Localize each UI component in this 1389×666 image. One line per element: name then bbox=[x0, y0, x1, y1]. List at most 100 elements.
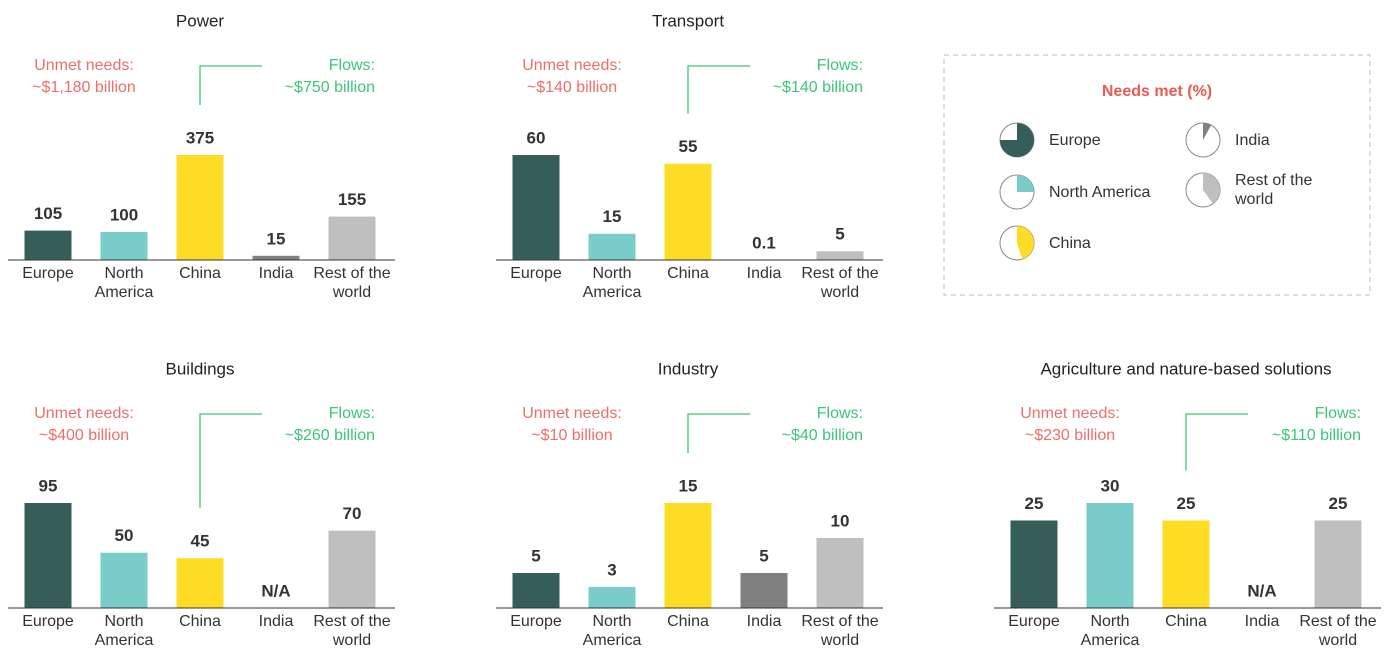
flows-label: Flows: bbox=[817, 57, 863, 74]
flows-value: ~$140 billion bbox=[773, 79, 863, 96]
legend-title: Needs met (%) bbox=[1102, 83, 1212, 100]
x-tick-label: India bbox=[746, 265, 782, 282]
value-label: 155 bbox=[338, 190, 366, 209]
value-label: 55 bbox=[679, 137, 698, 156]
x-tick-label-box: Europe bbox=[22, 613, 74, 630]
legend-label: North America bbox=[1049, 183, 1151, 201]
legend-label-box: North America bbox=[1049, 183, 1151, 201]
x-tick-label: China bbox=[1165, 613, 1207, 630]
value-label: 25 bbox=[1329, 494, 1348, 513]
bar bbox=[1010, 520, 1058, 608]
value-label: 45 bbox=[191, 532, 210, 551]
x-tick-label-box: Rest of the world bbox=[313, 613, 391, 649]
value-label: 3 bbox=[607, 560, 616, 579]
bar bbox=[176, 558, 224, 608]
value-label: 15 bbox=[267, 229, 286, 248]
x-tick-label-box: China bbox=[179, 265, 221, 282]
x-tick-label: China bbox=[667, 613, 709, 630]
value-label: 10 bbox=[831, 511, 850, 530]
flows-bracket bbox=[1185, 413, 1248, 471]
bar bbox=[816, 251, 864, 260]
legend-pie bbox=[1203, 123, 1212, 140]
value-label: N/A bbox=[261, 581, 290, 600]
legend-label: China bbox=[1049, 234, 1091, 252]
x-tick-label: Europe bbox=[22, 613, 74, 630]
bar bbox=[1314, 520, 1362, 608]
x-tick-label: Rest of the world bbox=[313, 613, 391, 649]
bar bbox=[740, 573, 788, 608]
legend-label: Europe bbox=[1049, 131, 1101, 149]
value-label: 30 bbox=[1101, 476, 1120, 495]
flows-value: ~$40 billion bbox=[782, 427, 863, 444]
bar bbox=[664, 503, 712, 608]
x-tick-label: China bbox=[667, 265, 709, 282]
x-tick-label: Europe bbox=[1008, 613, 1060, 630]
x-tick-label-box: Europe bbox=[22, 265, 74, 282]
value-label: N/A bbox=[1247, 581, 1276, 600]
unmet-label: Unmet needs: bbox=[522, 57, 622, 74]
x-tick-label-box: India bbox=[258, 613, 294, 630]
x-tick-label: Rest of the world bbox=[801, 265, 879, 301]
value-label: 25 bbox=[1025, 494, 1044, 513]
flows-label: Flows: bbox=[329, 405, 375, 422]
x-tick-label-box: Europe bbox=[510, 613, 562, 630]
x-tick-label-box: China bbox=[179, 613, 221, 630]
panel: Transport Unmet needs: ~$140 billion Flows:… bbox=[496, 11, 883, 301]
x-tick-label-box: China bbox=[1165, 613, 1207, 630]
bar bbox=[328, 216, 376, 260]
legend-label-box: India bbox=[1235, 131, 1270, 149]
x-tick-label-box: North America bbox=[582, 265, 642, 301]
x-tick-label: China bbox=[179, 613, 221, 630]
value-label: 5 bbox=[835, 225, 844, 244]
chart-title: Industry bbox=[658, 359, 719, 378]
chart-title: Agriculture and nature-based solutions bbox=[1040, 359, 1331, 378]
x-tick-label-box: North America bbox=[1081, 613, 1140, 649]
x-tick-label-box: Rest of the world bbox=[801, 613, 878, 649]
panel: Agriculture and nature-based solutions Un… bbox=[994, 359, 1381, 649]
flows-bracket bbox=[199, 413, 262, 509]
flows-label: Flows: bbox=[1315, 405, 1361, 422]
flows-label: Flows: bbox=[329, 57, 375, 74]
value-label: 15 bbox=[679, 476, 698, 495]
unmet-value: ~$400 billion bbox=[39, 427, 129, 444]
flows-bracket bbox=[199, 65, 262, 105]
flows-bracket bbox=[687, 65, 750, 114]
legend-pie bbox=[1203, 173, 1220, 204]
value-label: 0.1 bbox=[752, 233, 776, 252]
x-tick-label-box: North America bbox=[94, 265, 154, 301]
flows-value: ~$260 billion bbox=[285, 427, 375, 444]
panel: Power Unmet needs: ~$1,180 billion Flows: ~$… bbox=[8, 11, 395, 301]
value-label: 60 bbox=[527, 128, 546, 147]
x-tick-label-box: India bbox=[747, 613, 782, 630]
flows-value: ~$110 billion bbox=[1272, 427, 1361, 444]
bar bbox=[328, 530, 376, 608]
legend-pie bbox=[1017, 226, 1034, 260]
value-label: 70 bbox=[343, 504, 362, 523]
unmet-value: ~$1,180 billion bbox=[32, 79, 136, 96]
flows-value: ~$750 billion bbox=[285, 79, 375, 96]
legend-label: Rest of the world bbox=[1235, 172, 1313, 208]
unmet-label: Unmet needs: bbox=[1020, 405, 1120, 422]
value-label: 95 bbox=[39, 476, 58, 495]
legend-pie bbox=[1000, 123, 1034, 157]
bar bbox=[1162, 520, 1210, 608]
value-label: 50 bbox=[115, 526, 134, 545]
unmet-value: ~$140 billion bbox=[527, 79, 617, 96]
bar bbox=[1086, 503, 1134, 608]
x-tick-label: China bbox=[179, 265, 221, 282]
x-tick-label: India bbox=[258, 613, 294, 630]
bar bbox=[588, 233, 636, 260]
flows-bracket bbox=[687, 413, 750, 453]
x-tick-label: India bbox=[1244, 613, 1280, 630]
x-tick-label: North America bbox=[582, 613, 642, 649]
x-tick-label: North America bbox=[94, 265, 154, 301]
unmet-value: ~$230 billion bbox=[1025, 427, 1115, 444]
x-tick-label: North America bbox=[582, 265, 642, 301]
legend-label: India bbox=[1235, 131, 1270, 149]
legend-label-box: Rest of the world bbox=[1235, 172, 1313, 208]
chart-title: Buildings bbox=[166, 359, 235, 378]
chart-title: Transport bbox=[652, 11, 724, 30]
unmet-label: Unmet needs: bbox=[522, 405, 622, 422]
value-label: 5 bbox=[531, 546, 540, 565]
